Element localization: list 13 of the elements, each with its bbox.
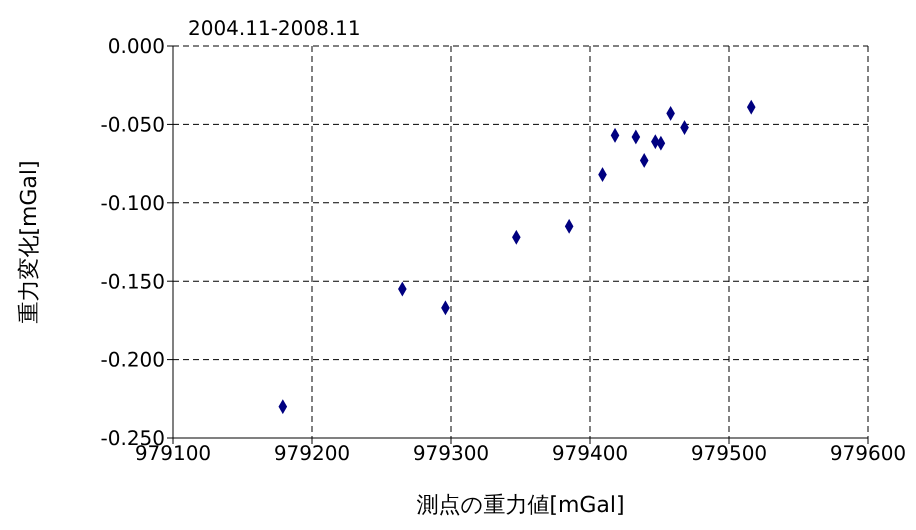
y-tick-label: -0.200 xyxy=(100,348,165,372)
y-tick-label: 0.000 xyxy=(108,34,165,58)
y-tick-label: -0.100 xyxy=(100,190,165,215)
x-axis-title: 測点の重力値[mGal] xyxy=(416,493,625,518)
y-tick-label: -0.150 xyxy=(100,269,165,294)
x-tick-label: 979400 xyxy=(552,441,628,466)
y-axis-title: 重力変化[mGal] xyxy=(16,160,42,324)
x-tick-label: 979600 xyxy=(830,441,906,466)
x-tick-label: 979500 xyxy=(690,441,768,466)
y-tick-label: -0.050 xyxy=(100,112,165,136)
chart-title: 2004.11-2008.11 xyxy=(188,16,361,40)
x-tick-label: 979200 xyxy=(274,441,350,466)
x-tick-label: 979300 xyxy=(412,441,490,466)
